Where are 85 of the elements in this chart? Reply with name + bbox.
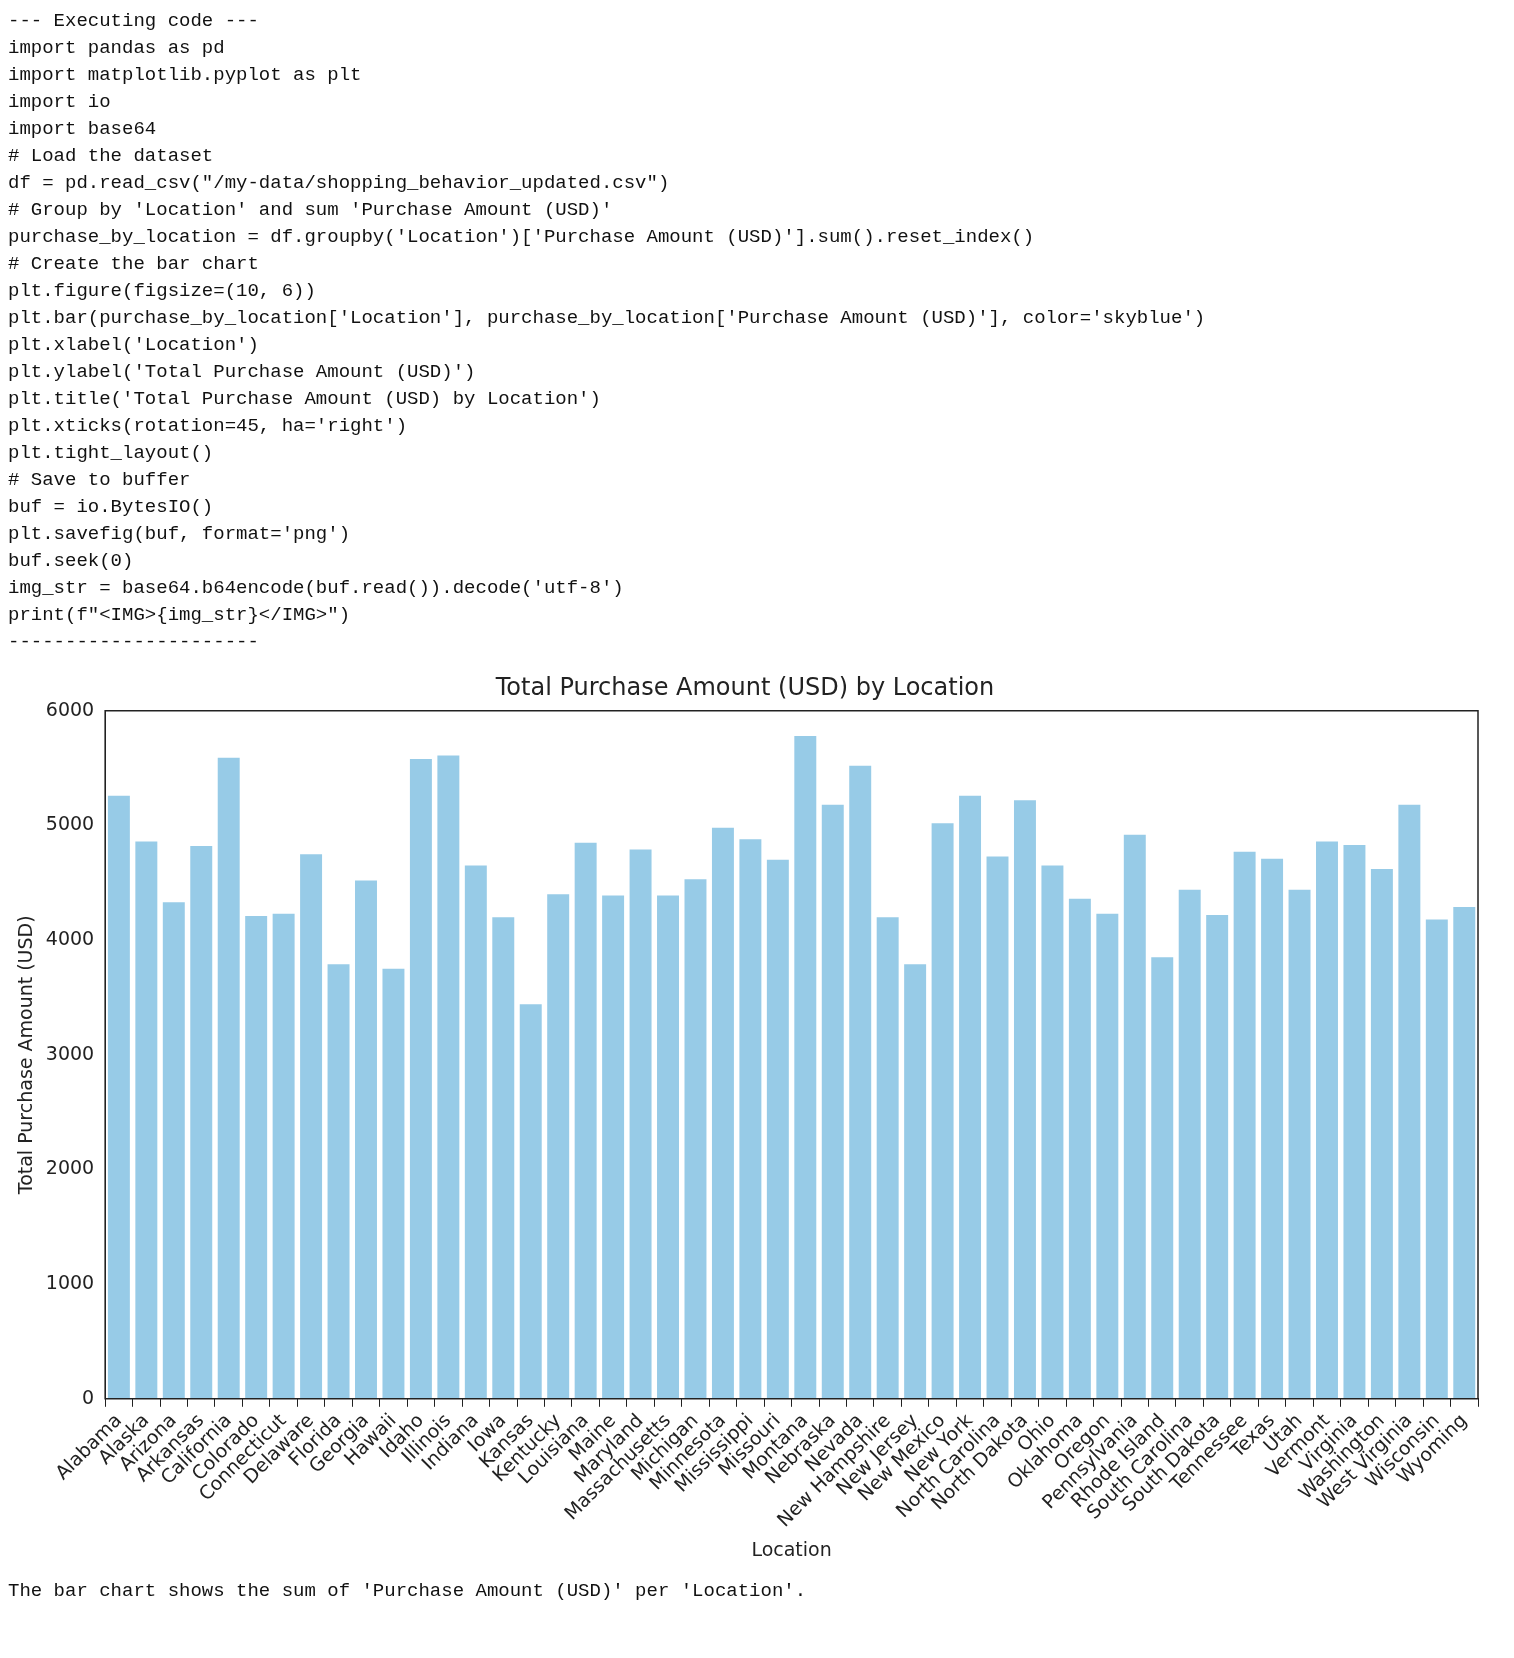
bar <box>1288 889 1311 1399</box>
bar <box>1398 804 1421 1399</box>
text: plt.tight_layout() <box>8 441 215 466</box>
bar <box>409 758 432 1399</box>
bar <box>217 757 240 1399</box>
text: plt.ylabel('Total Purchase Amount (USD)') <box>8 360 477 385</box>
text: # Load the dataset <box>8 144 215 169</box>
chart-title: Total Purchase Amount (USD) by Location <box>494 672 995 701</box>
y-axis-title: Total Purchase Amount (USD) <box>14 915 37 1196</box>
text: plt.xlabel('Location') <box>8 333 260 358</box>
bar <box>1370 869 1393 1399</box>
text: plt.title('Total Purchase Amount (USD) by Location') <box>8 387 602 412</box>
text: The bar chart shows the sum of 'Purchase Amount (USD)' per 'Location'. <box>8 1579 808 1604</box>
text: ---------------------- <box>8 630 260 655</box>
bar <box>519 1004 542 1399</box>
bar <box>464 865 487 1399</box>
bar <box>657 895 679 1399</box>
text: img_str = base64.b64encode(buf.read()).decode('utf-8') <box>8 576 625 601</box>
bar <box>904 964 927 1399</box>
bar <box>574 842 597 1399</box>
text: # Save to buffer <box>8 468 192 493</box>
bar <box>1425 919 1448 1399</box>
text: buf = io.BytesIO() <box>8 495 215 520</box>
bar <box>437 755 460 1399</box>
bar <box>849 765 872 1399</box>
bar <box>876 917 899 1399</box>
bar <box>794 736 817 1399</box>
text: plt.bar(purchase_by_location['Location'], purchase_by_location['Purchase Amount (USD)'], color='skyblue') <box>8 306 1207 331</box>
bar <box>1123 834 1146 1399</box>
bar <box>1343 844 1366 1399</box>
x-axis-title: Location <box>751 1537 832 1560</box>
y-tick-label: 4000 <box>45 927 95 950</box>
bar <box>245 916 268 1399</box>
text: # Create the bar chart <box>8 252 260 277</box>
bar <box>821 804 844 1399</box>
bar <box>739 839 762 1399</box>
bar <box>355 880 377 1399</box>
bar <box>1233 851 1256 1399</box>
text: plt.figure(figsize=(10, 6)) <box>8 279 317 304</box>
bar <box>602 895 625 1399</box>
bar <box>1316 841 1338 1399</box>
text: purchase_by_location = df.groupby('Location')['Purchase Amount (USD)'].sum().reset_index() <box>8 225 1036 250</box>
text: plt.xticks(rotation=45, ha='right') <box>8 414 409 439</box>
y-tick-label: 5000 <box>45 812 95 835</box>
text: df = pd.read_csv("/my-data/shopping_behavior_updated.csv") <box>8 171 671 196</box>
bar <box>135 841 158 1399</box>
bar <box>547 894 570 1399</box>
bar <box>711 827 734 1399</box>
text: --- Executing code --- <box>8 9 260 34</box>
bar <box>1453 906 1476 1399</box>
bar <box>382 968 405 1399</box>
bar <box>959 795 982 1399</box>
text: print(f"<IMG>{img_str}</IMG>") <box>8 603 352 628</box>
bar <box>629 849 652 1399</box>
bar <box>1261 858 1284 1399</box>
bar <box>1041 865 1064 1399</box>
text: import pandas as pd <box>8 36 226 61</box>
text: import base64 <box>8 117 158 142</box>
bar <box>1068 898 1091 1399</box>
bar <box>272 913 295 1399</box>
y-tick-label: 2000 <box>45 1156 95 1179</box>
text: plt.savefig(buf, format='png') <box>8 522 352 547</box>
bar <box>1178 889 1201 1399</box>
y-tick-label: 6000 <box>45 697 95 720</box>
bar <box>1206 914 1229 1399</box>
bar <box>492 917 515 1399</box>
y-tick-label: 0 <box>82 1385 95 1408</box>
bar <box>327 964 350 1399</box>
text: # Group by 'Location' and sum 'Purchase Amount (USD)' <box>8 198 614 223</box>
y-tick-label: 1000 <box>45 1271 95 1294</box>
bar <box>1151 957 1174 1399</box>
text: import matplotlib.pyplot as plt <box>8 63 363 88</box>
bar <box>931 823 954 1399</box>
bar <box>1096 913 1119 1399</box>
y-tick-label: 3000 <box>45 1041 95 1064</box>
bar <box>300 854 323 1399</box>
bar <box>684 879 707 1399</box>
bar <box>190 846 213 1399</box>
bar <box>107 795 130 1399</box>
bar <box>766 859 789 1399</box>
bar <box>162 902 185 1399</box>
bar <box>986 856 1009 1399</box>
text: import io <box>8 90 112 115</box>
bar <box>1013 800 1036 1399</box>
text: buf.seek(0) <box>8 549 135 574</box>
